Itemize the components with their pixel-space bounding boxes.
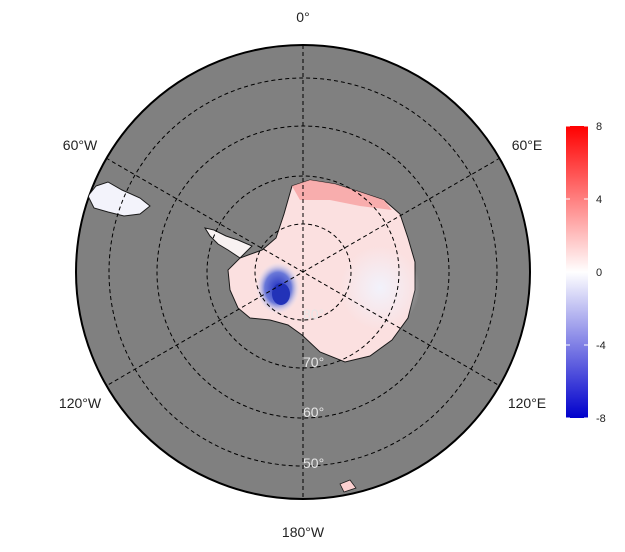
lon-label-bottom: 180°W (282, 524, 325, 540)
graticule-lat-60 (156, 125, 450, 419)
graticule-lat-80 (254, 223, 352, 321)
small-island (339, 479, 357, 493)
lat-label-70: 70° (303, 354, 324, 370)
lat-label-80: 80° (303, 306, 324, 322)
colorbar-tick-8: 8 (596, 121, 602, 133)
negative-anomaly-core (272, 283, 290, 305)
antarctic-peninsula (203, 227, 253, 259)
east-neutral-region (340, 246, 420, 330)
lon-label-lower-left: 120°W (59, 395, 102, 411)
lon-label-lower-right: 120°E (508, 395, 546, 411)
lon-label-upper-right: 60°E (512, 137, 543, 153)
colorbar-tick-neg4: -4 (596, 340, 606, 352)
colorbar-tick-4: 4 (596, 194, 602, 206)
south-america-tip (87, 181, 151, 217)
lon-label-upper-left: 60°W (63, 137, 98, 153)
colorbar-tick-neg8: -8 (596, 413, 606, 425)
lon-label-top: 0° (296, 9, 309, 25)
colorbar-tick-0: 0 (596, 267, 602, 279)
lat-label-60: 60° (303, 404, 324, 420)
colorbar (566, 126, 588, 418)
east-coast-warm-band (292, 180, 392, 210)
lat-label-50: 50° (303, 455, 324, 471)
graticule-meridian-60e-120w (105, 157, 501, 387)
